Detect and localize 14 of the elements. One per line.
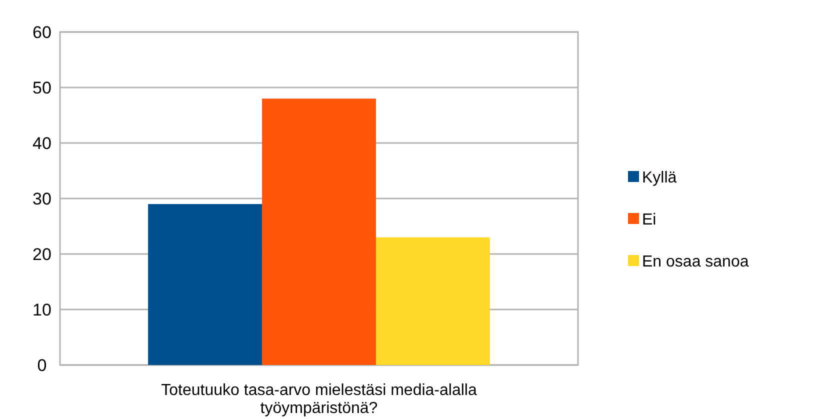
y-tick-label: 50 [32, 78, 52, 98]
bar [262, 98, 376, 365]
legend-label: Ei [642, 212, 656, 229]
y-tick-label: 20 [32, 244, 52, 264]
y-tick-label: 0 [37, 356, 47, 375]
y-tick-label: 10 [32, 300, 52, 320]
legend-label: En osaa sanoa [642, 254, 749, 271]
y-tick-label: 60 [32, 22, 52, 42]
y-tick-label: 40 [32, 134, 52, 153]
bar [148, 204, 262, 365]
legend-label: Kyllä [642, 170, 677, 187]
x-tick-label: Toteutuuko tasa-arvo mielestäsi media-alalla työympäristönä? [161, 382, 477, 417]
y-tick-label: 30 [32, 189, 52, 208]
bar [376, 237, 490, 365]
